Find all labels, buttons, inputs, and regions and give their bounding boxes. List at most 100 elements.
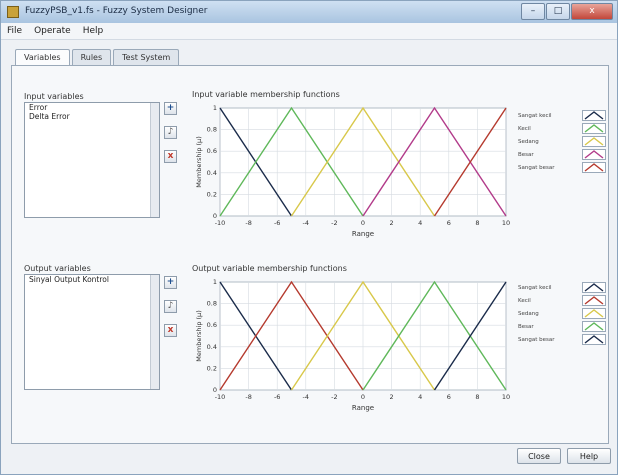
legend-item[interactable]: Sangat besar — [518, 162, 610, 173]
title-bar[interactable]: FuzzyPSB_v1.fs - Fuzzy System Designer –… — [1, 1, 617, 23]
x-axis-label: Range — [352, 404, 374, 412]
delete-icon: x — [167, 325, 174, 335]
input-chart-title: Input variable membership functions — [192, 90, 340, 99]
input-list-scrollbar[interactable] — [150, 103, 159, 217]
y-tick-label: 1 — [213, 278, 217, 286]
y-axis-label: Membership (μ) — [195, 136, 203, 187]
x-tick-label: -6 — [274, 393, 280, 401]
close-button[interactable]: Close — [517, 448, 561, 464]
legend-swatch — [582, 282, 606, 293]
x-tick-label: 4 — [418, 393, 422, 401]
legend-swatch — [582, 321, 606, 332]
x-tick-label: -10 — [215, 393, 226, 401]
x-tick-label: -2 — [331, 393, 337, 401]
legend-item[interactable]: Besar — [518, 149, 610, 160]
x-tick-label: 6 — [447, 393, 451, 401]
plus-icon: + — [166, 103, 175, 113]
output-chart-legend: Sangat kecil Kecil Sedang Besar Sangat besar — [518, 282, 610, 346]
add-output-button[interactable]: + — [164, 276, 177, 289]
legend-item[interactable]: Sangat kecil — [518, 110, 610, 121]
legend-label: Sangat kecil — [518, 112, 552, 119]
tab-rules[interactable]: Rules — [71, 49, 112, 65]
x-tick-label: 4 — [418, 219, 422, 227]
legend-item[interactable]: Besar — [518, 321, 610, 332]
legend-item[interactable]: Sedang — [518, 308, 610, 319]
edit-output-button[interactable]: ♪ — [164, 300, 177, 313]
add-input-button[interactable]: + — [164, 102, 177, 115]
series-line-2 — [290, 280, 436, 391]
legend-swatch-line — [584, 322, 604, 331]
menu-file[interactable]: File — [7, 26, 23, 36]
y-tick-label: 0.2 — [207, 190, 217, 198]
legend-label: Sangat besar — [518, 164, 555, 171]
x-tick-label: -10 — [215, 219, 226, 227]
input-variables-list[interactable]: Error Delta Error — [24, 102, 160, 218]
edit-icon: ♪ — [167, 301, 174, 311]
output-list-scrollbar[interactable] — [150, 275, 159, 389]
y-tick-label: 0.4 — [207, 169, 217, 177]
legend-item[interactable]: Sangat besar — [518, 334, 610, 345]
legend-swatch — [582, 136, 606, 147]
app-icon — [7, 6, 19, 18]
input-chart-legend: Sangat kecil Kecil Sedang Besar Sangat besar — [518, 110, 610, 174]
legend-label: Sedang — [518, 310, 539, 317]
output-membership-chart: Output variable membership functions -10… — [192, 264, 514, 428]
menu-operate[interactable]: Operate — [34, 26, 71, 36]
legend-label: Sedang — [518, 138, 539, 145]
y-tick-label: 0.6 — [207, 321, 217, 329]
x-tick-label: 0 — [361, 219, 365, 227]
legend-swatch — [582, 162, 606, 173]
x-tick-label: -4 — [303, 219, 309, 227]
edit-input-button[interactable]: ♪ — [164, 126, 177, 139]
x-tick-label: -6 — [274, 219, 280, 227]
legend-swatch-line — [584, 150, 604, 159]
close-window-button[interactable]: x — [571, 3, 613, 20]
list-item[interactable]: Delta Error — [29, 112, 70, 121]
legend-swatch-line — [584, 296, 604, 305]
tab-test-system[interactable]: Test System — [113, 49, 180, 65]
y-tick-label: 0.2 — [207, 364, 217, 372]
x-tick-label: 6 — [447, 219, 451, 227]
series-line-4 — [433, 281, 507, 391]
maximize-button[interactable]: □ — [546, 3, 570, 20]
output-chart-svg: -10 -8 -6 -4 -2 0 2 4 6 8 10 0 0.2 0.4 0.6 0.8 1 Range Mem… — [195, 278, 510, 412]
y-tick-label: 0.4 — [207, 343, 217, 351]
legend-item[interactable]: Sangat kecil — [518, 282, 610, 293]
x-tick-label: 10 — [502, 219, 510, 227]
legend-swatch-line — [584, 137, 604, 146]
y-axis-label: Membership (μ) — [195, 310, 203, 361]
output-variables-label: Output variables — [24, 264, 91, 273]
tab-variables[interactable]: Variables — [15, 49, 70, 66]
y-tick-label: 0.8 — [207, 126, 217, 134]
x-tick-label: -8 — [245, 393, 251, 401]
window-title: FuzzyPSB_v1.fs - Fuzzy System Designer — [25, 6, 208, 16]
series-line-2 — [290, 106, 436, 217]
delete-input-button[interactable]: x — [164, 150, 177, 163]
edit-icon: ♪ — [167, 127, 174, 137]
legend-swatch — [582, 334, 606, 345]
legend-item[interactable]: Kecil — [518, 123, 610, 134]
y-tick-label: 0 — [213, 386, 217, 394]
list-item[interactable]: Sinyal Output Kontrol — [29, 275, 109, 284]
delete-icon: x — [167, 151, 174, 161]
input-variables-label: Input variables — [24, 92, 84, 101]
legend-swatch — [582, 295, 606, 306]
list-item[interactable]: Error — [29, 103, 48, 112]
help-button[interactable]: Help — [567, 448, 611, 464]
legend-item[interactable]: Sedang — [518, 136, 610, 147]
minimize-button[interactable]: – — [521, 3, 545, 20]
series-line-3 — [362, 280, 507, 391]
menu-help[interactable]: Help — [82, 26, 104, 36]
legend-swatch — [582, 110, 606, 121]
delete-output-button[interactable]: x — [164, 324, 177, 337]
output-variables-list[interactable]: Sinyal Output Kontrol — [24, 274, 160, 390]
legend-swatch — [582, 149, 606, 160]
x-tick-label: 2 — [390, 393, 394, 401]
legend-label: Besar — [518, 323, 534, 330]
series-line-3 — [362, 106, 507, 217]
legend-item[interactable]: Kecil — [518, 295, 610, 306]
x-axis-label: Range — [352, 230, 374, 238]
x-tick-label: -8 — [245, 219, 251, 227]
legend-swatch-line — [584, 335, 604, 344]
